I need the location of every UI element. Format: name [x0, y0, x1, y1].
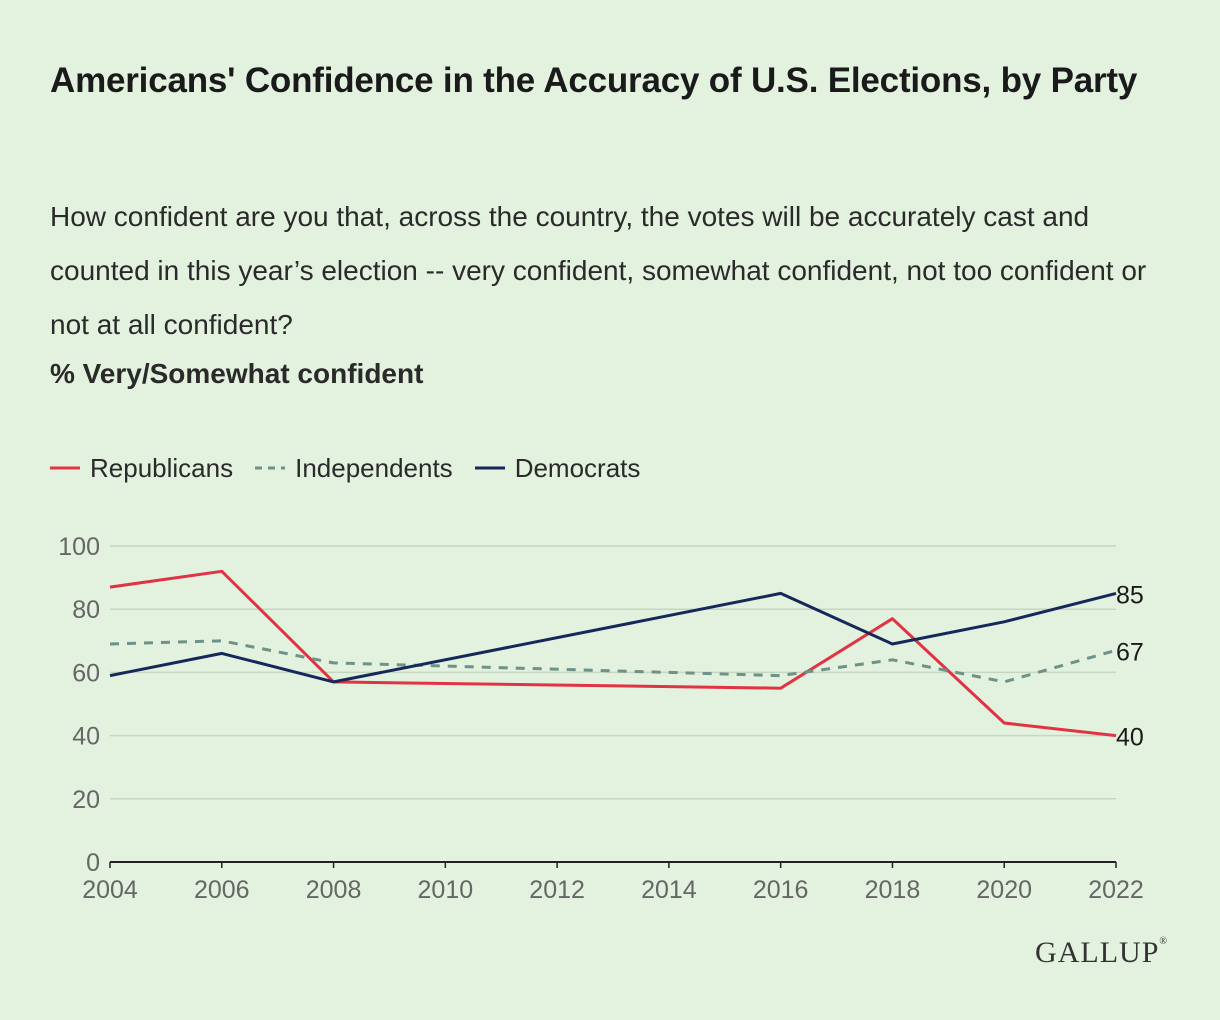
x-tick-label: 2020 [976, 876, 1032, 904]
legend-item-independents: Independents [255, 453, 453, 484]
x-tick-label: 2006 [194, 876, 250, 904]
question-text: How confident are you that, across the c… [50, 201, 1147, 340]
legend-swatch-republicans [50, 466, 80, 470]
y-tick-label: 0 [86, 849, 100, 877]
series-line-democrats [109, 591, 1117, 684]
x-tick-label: 2016 [753, 876, 809, 904]
chart-title: Americans' Confidence in the Accuracy of… [50, 61, 1138, 100]
x-tick-label: 2014 [641, 876, 697, 904]
gallup-logo: GALLUP® [1035, 936, 1168, 969]
x-tick-label: 2022 [1088, 876, 1144, 904]
legend-item-democrats: Democrats [474, 452, 641, 484]
legend-swatch-independents [255, 466, 286, 470]
x-tick-label: 2012 [529, 876, 585, 904]
x-tick-label: 2018 [865, 876, 921, 904]
legend: Republicans Independents Democrats [50, 446, 662, 490]
x-tick-label: 2010 [418, 876, 474, 904]
y-tick-label: 60 [72, 659, 100, 687]
y-tick-label: 80 [72, 596, 100, 624]
unit-label: % Very/Somewhat confident [50, 358, 424, 389]
series-line-republicans [109, 569, 1117, 738]
series-line-independents [109, 639, 1117, 684]
x-tick-label: 2004 [82, 876, 138, 904]
y-tick-label: 40 [72, 723, 100, 751]
legend-item-republicans: Republicans [50, 453, 233, 484]
end-label-independents: 67 [1116, 638, 1144, 666]
y-tick-label: 100 [58, 533, 100, 561]
legend-label-independents: Independents [295, 452, 453, 483]
x-tick-label: 2008 [306, 876, 362, 904]
legend-label-republicans: Republicans [90, 452, 234, 483]
end-label-republicans: 40 [1116, 724, 1144, 752]
y-tick-label: 20 [72, 786, 100, 814]
legend-swatch-democrats [474, 466, 505, 470]
legend-label-democrats: Democrats [514, 452, 641, 483]
end-label-democrats: 85 [1116, 581, 1144, 609]
